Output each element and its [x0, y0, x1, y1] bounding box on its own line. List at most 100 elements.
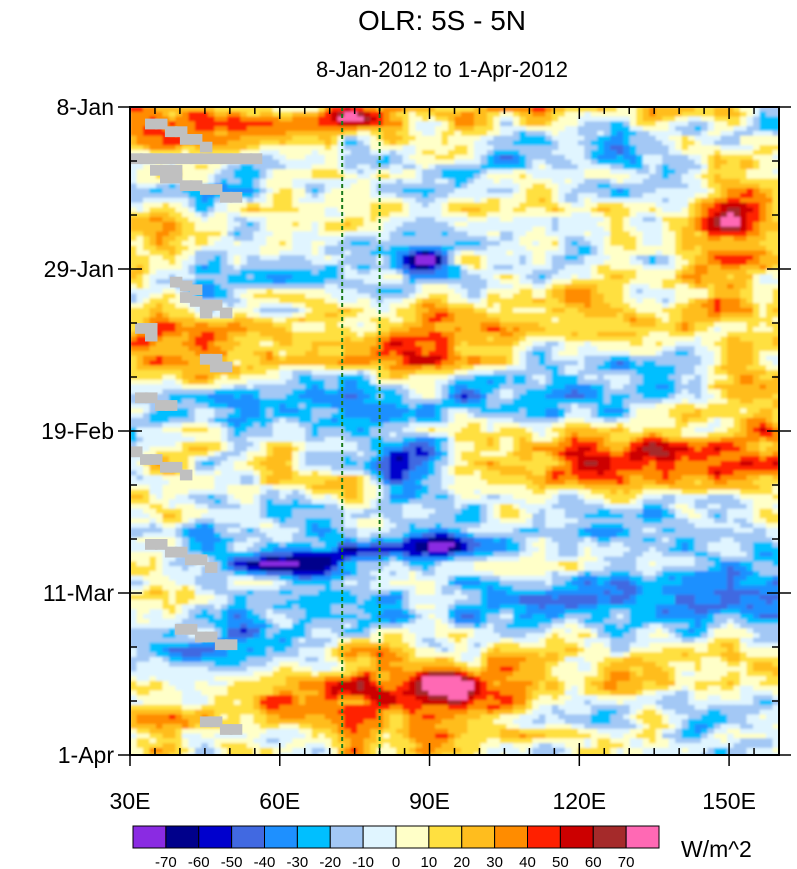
- field-cell: [486, 202, 495, 209]
- field-cell: [389, 154, 397, 161]
- field-cell: [480, 240, 488, 247]
- field-cell: [772, 126, 779, 132]
- field-cell: [130, 341, 138, 347]
- field-cell: [344, 269, 352, 275]
- field-cell: [688, 145, 696, 151]
- field-cell: [486, 169, 495, 175]
- field-cell: [707, 145, 715, 151]
- field-cell: [448, 341, 456, 347]
- field-cell: [551, 193, 559, 199]
- field-cell: [441, 269, 449, 275]
- field-cell: [467, 169, 475, 175]
- field-cell: [344, 150, 352, 156]
- field-cell: [701, 221, 709, 228]
- field-cell: [512, 293, 520, 299]
- field-cell: [259, 202, 267, 209]
- field-cell: [603, 293, 611, 299]
- field-cell: [298, 303, 306, 309]
- field-cell: [389, 173, 397, 180]
- field-cell: [597, 245, 605, 252]
- field-cell: [207, 193, 215, 199]
- field-cell: [694, 307, 702, 314]
- field-cell: [136, 260, 144, 266]
- field-cell: [240, 197, 248, 204]
- field-cell: [538, 159, 546, 165]
- field-cell: [538, 255, 546, 261]
- field-cell: [649, 193, 657, 199]
- field-cell: [259, 111, 267, 118]
- field-cell: [259, 327, 267, 333]
- field-cell: [460, 327, 469, 333]
- field-cell: [285, 264, 293, 271]
- field-cell: [564, 130, 572, 137]
- field-cell: [246, 269, 254, 275]
- field-cell: [584, 293, 592, 299]
- field-cell: [207, 327, 215, 333]
- field-cell: [435, 231, 443, 237]
- field-cell: [733, 250, 741, 256]
- field-cell: [422, 245, 430, 252]
- field-cell: [766, 145, 774, 151]
- field-cell: [610, 264, 618, 271]
- field-cell: [253, 169, 261, 175]
- field-cell: [655, 240, 663, 247]
- field-cell: [473, 312, 482, 319]
- field-cell: [344, 212, 352, 218]
- field-cell: [499, 188, 508, 194]
- field-cell: [383, 207, 391, 213]
- field-cell: [298, 188, 306, 194]
- field-cell: [370, 279, 378, 285]
- field-cell: [253, 307, 261, 314]
- field-cell: [220, 331, 228, 338]
- field-cell: [246, 327, 254, 333]
- field-cell: [538, 169, 546, 175]
- field-cell: [577, 317, 585, 323]
- field-cell: [707, 231, 715, 237]
- field-cell: [688, 202, 696, 209]
- field-cell: [740, 250, 748, 256]
- field-cell: [188, 331, 196, 338]
- field-cell: [766, 255, 774, 261]
- field-cell: [402, 116, 410, 122]
- field-cell: [493, 269, 501, 275]
- field-cell: [759, 164, 767, 170]
- field-cell: [486, 226, 495, 232]
- field-cell: [694, 245, 702, 252]
- field-cell: [344, 135, 352, 142]
- field-cell: [662, 107, 670, 113]
- field-cell: [623, 331, 631, 338]
- field-cell: [311, 240, 319, 247]
- field-cell: [532, 240, 540, 247]
- field-cell: [727, 121, 735, 127]
- field-cell: [753, 173, 761, 180]
- field-cell: [460, 126, 469, 132]
- field-cell: [701, 322, 709, 328]
- field-cell: [344, 264, 352, 271]
- field-cell: [499, 183, 508, 189]
- field-cell: [207, 279, 215, 285]
- field-cell: [766, 331, 774, 338]
- field-cell: [233, 293, 241, 299]
- field-cell: [590, 274, 598, 280]
- field-cell: [272, 169, 280, 175]
- field-cell: [136, 135, 144, 142]
- field-cell: [201, 269, 209, 275]
- field-cell: [441, 202, 449, 209]
- field-cell: [240, 107, 248, 113]
- field-cell: [753, 188, 761, 194]
- field-cell: [181, 331, 190, 338]
- field-cell: [357, 226, 365, 232]
- field-cell: [344, 236, 352, 242]
- field-cell: [740, 173, 748, 180]
- field-cell: [460, 135, 469, 142]
- field-cell: [727, 150, 735, 156]
- field-cell: [246, 107, 254, 113]
- field-cell: [538, 274, 546, 280]
- field-cell: [441, 307, 449, 314]
- field-cell: [253, 107, 261, 113]
- field-cell: [220, 303, 228, 309]
- field-cell: [636, 240, 644, 247]
- field-cell: [454, 307, 462, 314]
- field-cell: [694, 226, 702, 232]
- field-cell: [493, 317, 501, 323]
